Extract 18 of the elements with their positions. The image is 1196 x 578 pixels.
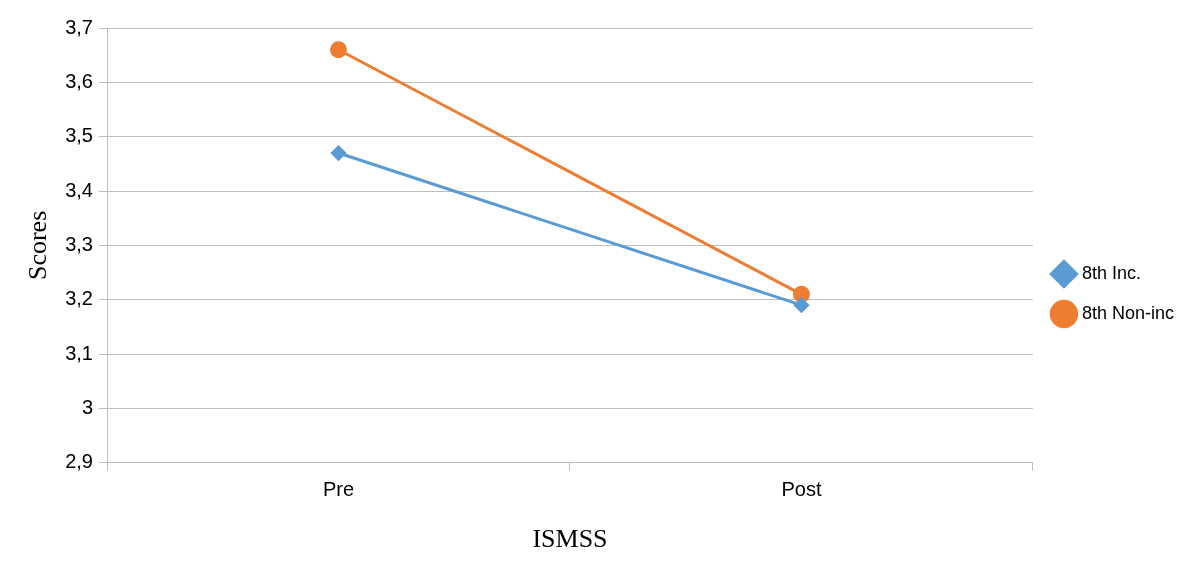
legend-label: 8th Non-inc: [1081, 302, 1175, 323]
point: [793, 297, 809, 313]
y-tick-label: 3,4: [65, 178, 93, 201]
y-axis-title: Scores: [23, 210, 53, 281]
point: [329, 41, 347, 59]
y-tick-label: 3,3: [65, 232, 93, 255]
legend-label: 8th Inc.: [1081, 262, 1141, 283]
y-tick-label: 3,2: [65, 287, 93, 310]
y-tick-label: 3,1: [65, 341, 93, 364]
y-tick-label: 3: [81, 395, 93, 418]
y-tick-label: 3,6: [65, 69, 93, 92]
point: [330, 145, 346, 161]
x-tick-label: Post: [781, 478, 822, 501]
x-tick-label: Pre: [322, 478, 355, 501]
y-tick-label: 3,7: [65, 15, 93, 38]
y-tick-label: 3,5: [65, 124, 93, 147]
x-axis-title: ISMSS: [532, 524, 608, 554]
y-tick-label: 2,9: [65, 450, 93, 473]
